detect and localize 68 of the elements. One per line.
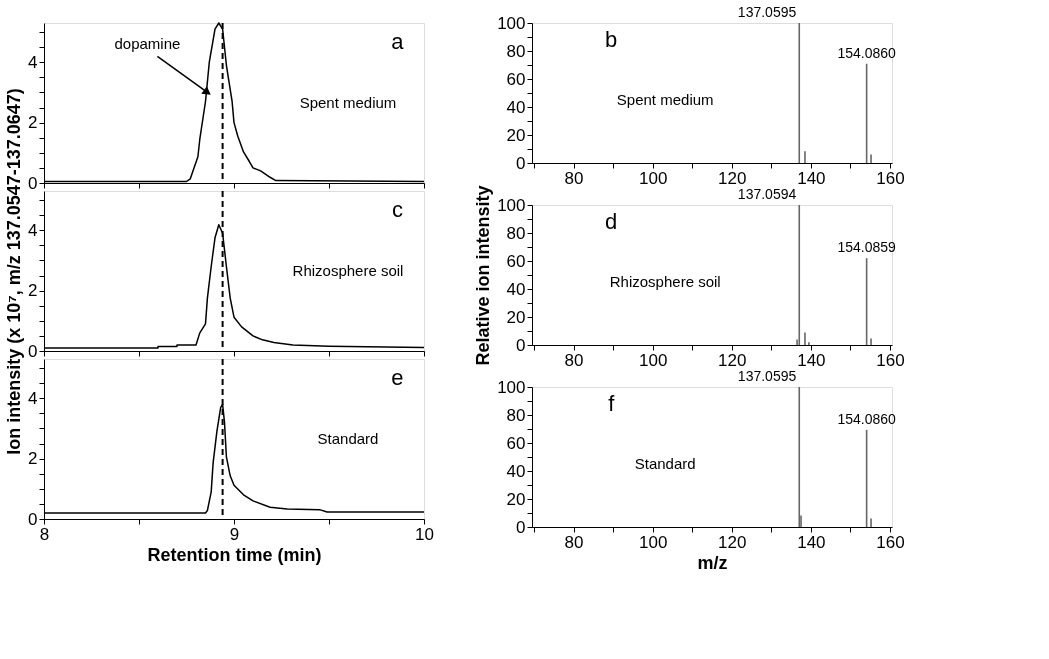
annotation: 154.0860 — [837, 410, 897, 427]
annotation: a — [391, 29, 405, 55]
x-tick-label: 100 — [638, 532, 668, 552]
x-tick-label: 160 — [876, 532, 905, 552]
x-tick-label: 140 — [797, 168, 826, 188]
y-tick-label: 40 — [506, 279, 526, 299]
y-tick-label: 80 — [506, 41, 526, 61]
annotation: c — [391, 197, 403, 223]
y-tick-label: 40 — [506, 461, 526, 481]
y-tick-label: 20 — [506, 125, 526, 145]
x-tick-label: 120 — [718, 168, 747, 188]
x-tick-label: 9 — [229, 524, 240, 544]
x-tick-label: 8 — [39, 524, 50, 544]
y-tick-label: 60 — [506, 69, 526, 89]
x-tick-label: 80 — [564, 532, 584, 552]
y-tick-label: 4 — [28, 52, 38, 72]
annotation: 137.0594 — [737, 186, 797, 202]
annotation: Standard — [634, 455, 696, 472]
y-tick-label: 0 — [516, 153, 526, 173]
y-tick-label: 40 — [506, 97, 526, 117]
annotation: Standard — [317, 430, 379, 447]
annotation: Rhizosphere soil — [609, 273, 721, 290]
y-tick-label: 2 — [28, 449, 38, 469]
x-tick-label: 140 — [797, 532, 826, 552]
y-tick-label: 20 — [506, 489, 526, 509]
y-tick-label: 100 — [497, 195, 526, 215]
y-tick-label: 2 — [28, 281, 38, 301]
y-tick-label: 60 — [506, 433, 526, 453]
y-axis-title: Relative ion intensity — [473, 185, 494, 366]
y-tick-label: 80 — [506, 405, 526, 425]
annotation: Spent medium — [299, 94, 397, 111]
x-tick-label: 120 — [718, 350, 747, 370]
annotation: Rhizosphere soil — [292, 262, 404, 279]
x-tick-label: 160 — [876, 168, 905, 188]
annotation: d — [605, 208, 618, 234]
y-tick-label: 0 — [28, 509, 38, 529]
x-tick-label: 80 — [564, 168, 584, 188]
x-axis-title: Retention time (min) — [147, 544, 322, 565]
y-tick-label: 100 — [497, 13, 526, 33]
y-tick-label: 60 — [506, 251, 526, 271]
annotation: Spent medium — [616, 91, 714, 108]
x-tick-label: 10 — [415, 524, 434, 544]
x-tick-label: 100 — [638, 168, 668, 188]
y-tick-label: 0 — [28, 341, 38, 361]
y-tick-label: 100 — [497, 377, 526, 397]
x-tick-label: 80 — [564, 350, 584, 370]
y-tick-label: 4 — [28, 388, 38, 408]
y-tick-label: 0 — [516, 517, 526, 537]
x-tick-label: 140 — [797, 350, 826, 370]
y-tick-label: 2 — [28, 113, 38, 133]
annotation: f — [608, 390, 616, 416]
y-tick-label: 4 — [28, 220, 38, 240]
y-axis-title: Ion intensity (x 10⁷, m/z 137.0547-137.0647) — [4, 88, 25, 455]
x-tick-label: 120 — [718, 532, 747, 552]
annotation: 154.0860 — [837, 44, 897, 61]
x-tick-label: 160 — [876, 350, 905, 370]
annotation: e — [391, 365, 404, 391]
annotation: 137.0595 — [737, 4, 797, 20]
annotation: b — [605, 26, 618, 52]
annotation: 154.0859 — [837, 239, 897, 256]
x-tick-label: 100 — [638, 350, 668, 370]
y-tick-label: 0 — [28, 173, 38, 193]
y-tick-label: 0 — [516, 335, 526, 355]
y-tick-label: 80 — [506, 223, 526, 243]
annotation: dopamine — [114, 35, 181, 53]
x-axis-title: m/z — [697, 552, 728, 573]
annotation: 137.0595 — [737, 368, 797, 384]
y-tick-label: 20 — [506, 307, 526, 327]
